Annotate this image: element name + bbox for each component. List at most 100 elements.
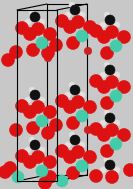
Circle shape [110, 90, 122, 102]
Circle shape [9, 123, 22, 136]
Circle shape [32, 101, 45, 114]
Circle shape [44, 131, 52, 139]
Circle shape [117, 129, 130, 142]
Circle shape [84, 20, 97, 33]
Circle shape [72, 95, 84, 108]
Circle shape [105, 160, 115, 170]
Circle shape [39, 97, 45, 103]
Circle shape [39, 147, 45, 153]
Circle shape [38, 177, 51, 189]
Circle shape [16, 22, 28, 35]
Circle shape [97, 81, 111, 94]
Circle shape [44, 54, 52, 62]
Circle shape [25, 19, 31, 25]
Circle shape [36, 165, 48, 177]
Circle shape [104, 12, 110, 18]
Circle shape [30, 90, 40, 100]
Circle shape [32, 150, 45, 163]
Circle shape [12, 171, 24, 183]
Circle shape [65, 92, 71, 98]
Circle shape [65, 12, 71, 18]
Circle shape [110, 40, 122, 52]
Circle shape [41, 46, 55, 60]
Circle shape [76, 30, 88, 42]
Circle shape [101, 46, 113, 60]
Circle shape [30, 12, 40, 22]
Circle shape [84, 101, 97, 114]
Circle shape [69, 132, 75, 138]
Circle shape [39, 19, 45, 25]
Circle shape [105, 75, 119, 88]
Circle shape [26, 122, 40, 135]
Circle shape [55, 15, 68, 28]
Circle shape [72, 146, 84, 159]
Circle shape [84, 150, 97, 163]
Circle shape [114, 167, 120, 173]
Circle shape [66, 116, 80, 129]
Circle shape [16, 99, 28, 112]
Circle shape [104, 62, 110, 68]
Circle shape [43, 105, 57, 119]
Circle shape [24, 28, 36, 40]
Circle shape [90, 170, 103, 183]
Circle shape [79, 92, 85, 98]
Circle shape [100, 22, 106, 28]
Circle shape [104, 157, 110, 163]
Circle shape [105, 170, 119, 184]
Circle shape [79, 12, 85, 18]
Circle shape [29, 9, 35, 15]
Circle shape [114, 22, 120, 28]
Circle shape [90, 25, 103, 37]
Circle shape [117, 81, 130, 94]
Circle shape [24, 105, 36, 119]
Circle shape [124, 163, 133, 177]
Circle shape [43, 156, 57, 169]
Circle shape [79, 142, 85, 148]
Circle shape [30, 140, 40, 150]
Circle shape [24, 156, 36, 169]
Circle shape [36, 37, 48, 49]
Circle shape [43, 28, 57, 40]
Circle shape [70, 85, 80, 95]
Circle shape [41, 126, 55, 139]
Circle shape [63, 20, 76, 33]
Circle shape [26, 43, 40, 57]
Circle shape [97, 30, 111, 43]
Circle shape [117, 30, 130, 43]
Circle shape [110, 138, 122, 150]
Circle shape [84, 126, 92, 134]
Circle shape [9, 46, 22, 59]
Circle shape [49, 39, 63, 51]
Circle shape [55, 145, 68, 157]
Circle shape [63, 101, 76, 114]
Circle shape [101, 145, 113, 157]
Circle shape [100, 120, 106, 126]
Circle shape [29, 137, 35, 143]
Circle shape [84, 47, 92, 55]
Circle shape [1, 53, 14, 67]
Circle shape [100, 167, 106, 173]
Circle shape [76, 160, 88, 172]
Circle shape [43, 170, 57, 184]
Circle shape [55, 94, 68, 108]
Circle shape [105, 65, 115, 75]
Circle shape [105, 15, 115, 25]
Circle shape [16, 149, 28, 163]
Circle shape [100, 72, 106, 78]
Circle shape [90, 122, 103, 136]
Circle shape [101, 97, 113, 109]
Circle shape [69, 82, 75, 88]
Circle shape [66, 36, 80, 50]
Circle shape [56, 175, 68, 187]
Circle shape [25, 97, 31, 103]
Circle shape [70, 135, 80, 145]
Circle shape [65, 142, 71, 148]
Circle shape [72, 15, 84, 29]
Circle shape [105, 113, 115, 123]
Circle shape [105, 26, 119, 39]
Circle shape [32, 22, 45, 36]
Circle shape [114, 120, 120, 126]
Circle shape [25, 147, 31, 153]
Circle shape [76, 110, 88, 122]
Circle shape [49, 119, 63, 132]
